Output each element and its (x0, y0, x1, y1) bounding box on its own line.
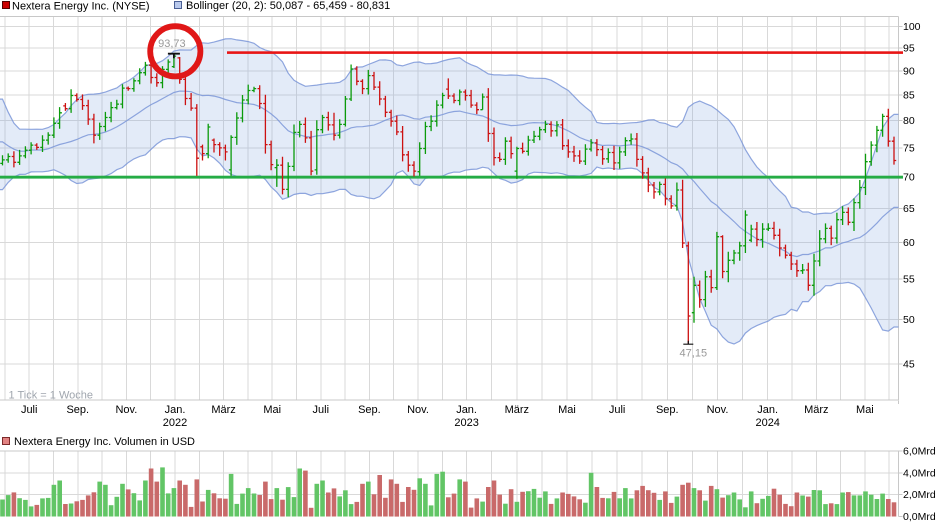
svg-text:Sep.: Sep. (656, 404, 679, 416)
svg-text:Sep.: Sep. (358, 404, 381, 416)
svg-text:47,15: 47,15 (680, 348, 708, 360)
svg-text:1 Tick = 1 Woche: 1 Tick = 1 Woche (9, 390, 93, 402)
svg-text:Juli: Juli (21, 404, 38, 416)
svg-text:50: 50 (903, 314, 915, 326)
svg-text:Mai: Mai (856, 404, 874, 416)
svg-text:85: 85 (903, 90, 915, 102)
svg-text:6,0Mrd: 6,0Mrd (903, 446, 936, 458)
svg-text:Bollinger (20, 2): 50,087 - 65: Bollinger (20, 2): 50,087 - 65,459 - 80,… (186, 0, 390, 12)
svg-text:90: 90 (903, 65, 915, 77)
svg-text:60: 60 (903, 237, 915, 249)
svg-text:Mai: Mai (263, 404, 281, 416)
svg-text:Nov.: Nov. (115, 404, 137, 416)
svg-text:2,0Mrd: 2,0Mrd (903, 489, 936, 501)
svg-text:4,0Mrd: 4,0Mrd (903, 467, 936, 479)
svg-text:2022: 2022 (163, 417, 187, 429)
svg-text:Nov.: Nov. (707, 404, 729, 416)
svg-text:100: 100 (903, 21, 921, 33)
svg-text:70: 70 (903, 172, 915, 184)
svg-text:Nov.: Nov. (407, 404, 429, 416)
svg-text:95: 95 (903, 43, 915, 55)
svg-text:Sep.: Sep. (66, 404, 89, 416)
svg-text:75: 75 (903, 142, 915, 154)
svg-text:Juli: Juli (609, 404, 626, 416)
svg-text:93,73: 93,73 (158, 38, 186, 50)
svg-text:März: März (804, 404, 828, 416)
svg-text:2023: 2023 (454, 417, 478, 429)
svg-text:Juli: Juli (313, 404, 330, 416)
svg-text:Nextera Energy Inc. Volumen in: Nextera Energy Inc. Volumen in USD (14, 436, 195, 448)
svg-text:Nextera Energy Inc. (NYSE): Nextera Energy Inc. (NYSE) (12, 1, 150, 13)
svg-text:65: 65 (903, 203, 915, 215)
svg-text:März: März (505, 404, 529, 416)
svg-text:80: 80 (903, 115, 915, 127)
svg-text:Jan.: Jan. (165, 404, 186, 416)
svg-text:Jan.: Jan. (757, 404, 778, 416)
svg-text:März: März (211, 404, 235, 416)
svg-text:55: 55 (903, 274, 915, 286)
svg-text:0,0Mrd: 0,0Mrd (903, 511, 936, 523)
svg-text:45: 45 (903, 359, 915, 371)
svg-text:2024: 2024 (755, 417, 779, 429)
svg-text:Mai: Mai (558, 404, 576, 416)
svg-text:Jan.: Jan. (456, 404, 477, 416)
